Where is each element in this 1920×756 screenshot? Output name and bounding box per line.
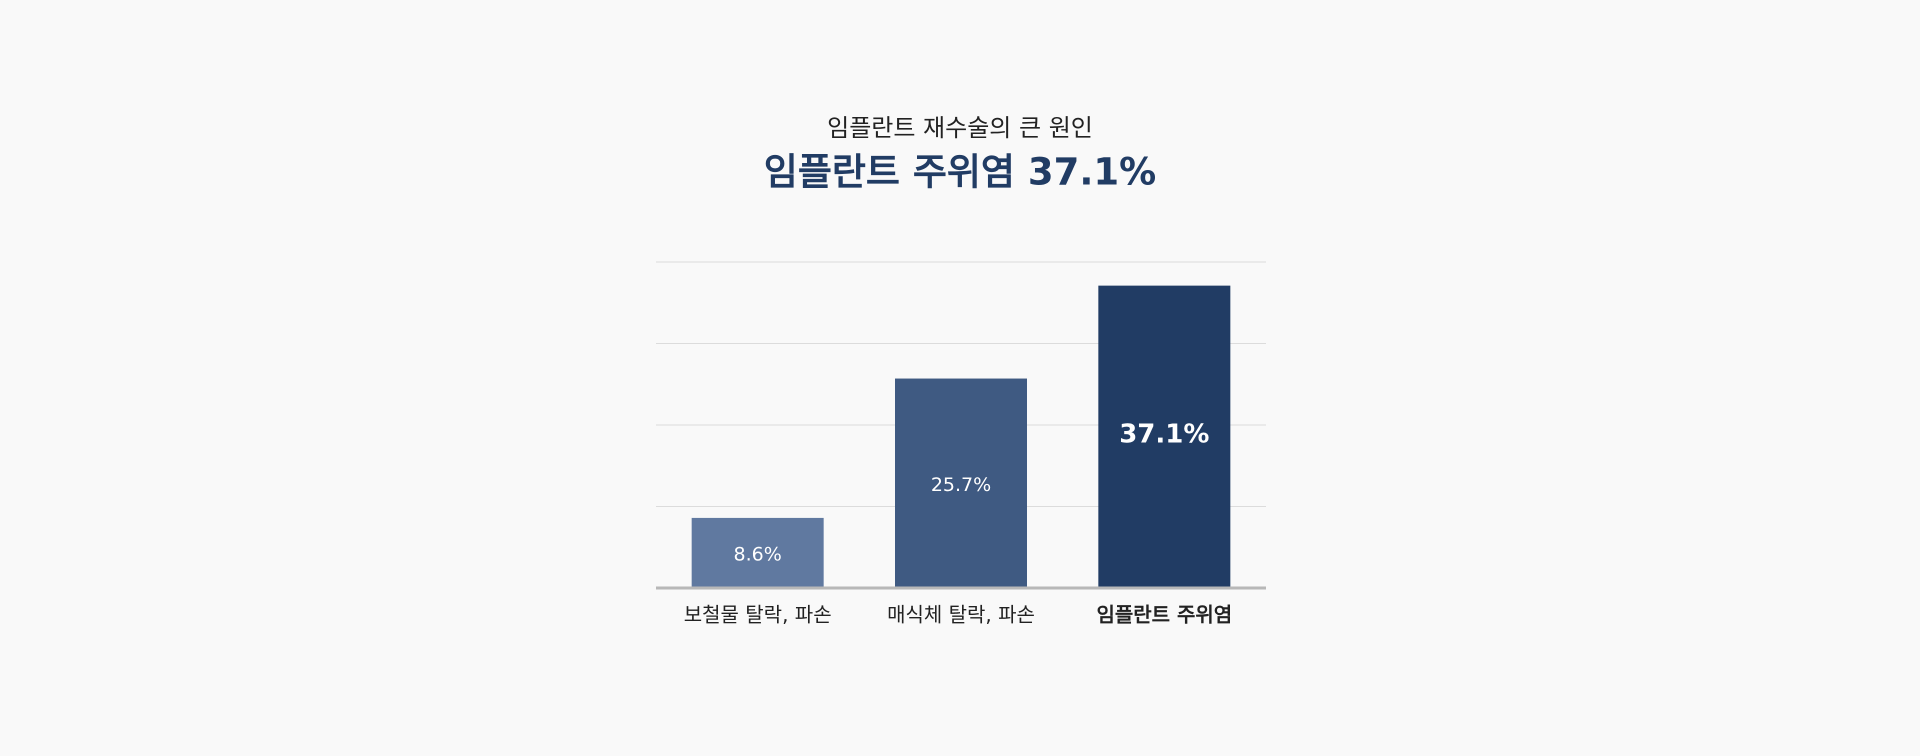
bar <box>895 378 1027 588</box>
bar <box>691 517 824 588</box>
value-label: 8.6% <box>734 543 782 565</box>
value-label: 25.7% <box>931 474 991 496</box>
x-tick-label: 임플란트 주위염 <box>1096 603 1232 627</box>
value-label: 37.1% <box>1119 419 1209 449</box>
bar <box>1098 285 1231 588</box>
x-tick-label: 매식체 탈락, 파손 <box>887 603 1035 627</box>
x-tick-label: 보철물 탈락, 파손 <box>684 603 832 627</box>
chart-title: 임플란트 재수술의 큰 원인 <box>827 114 1093 142</box>
chart-subtitle: 임플란트 주위염 37.1% <box>764 151 1156 194</box>
